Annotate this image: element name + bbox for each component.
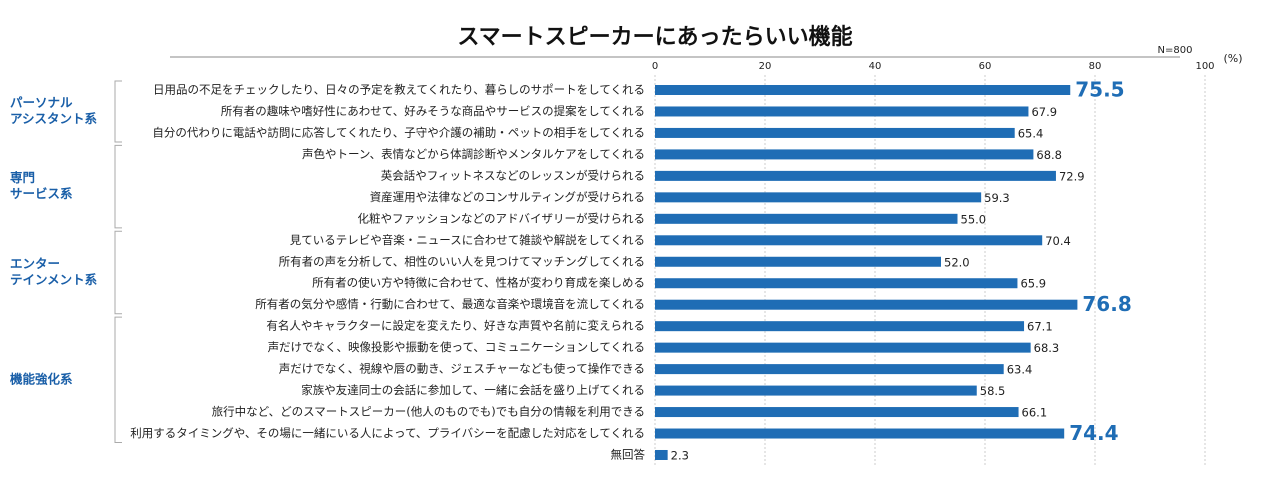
category-label: 英会話やフィットネスなどのレッスンが受けられる bbox=[381, 168, 645, 182]
bar bbox=[655, 106, 1029, 117]
category-label: 利用するタイミングや、その場に一緒にいる人によって、プライバシーを配慮した対応を… bbox=[130, 426, 645, 440]
group-label: テインメント系 bbox=[10, 272, 98, 287]
category-label: 有名人やキャラクターに設定を変えたり、好きな声質や名前に変えられる bbox=[266, 319, 645, 333]
group-bracket bbox=[114, 80, 122, 143]
sample-size: N=800 bbox=[1158, 45, 1193, 56]
category-label: 日用品の不足をチェックしたり、日々の予定を教えてくれたり、暮らしのサポートをして… bbox=[153, 83, 645, 97]
category-label: 声色やトーン、表情などから体調診断やメンタルケアをしてくれる bbox=[302, 147, 645, 161]
bar bbox=[655, 278, 1018, 289]
bar bbox=[655, 364, 1004, 375]
x-tick-label: 80 bbox=[1089, 61, 1102, 72]
bar bbox=[655, 170, 1056, 181]
value-label: 67.9 bbox=[1031, 105, 1057, 119]
bar bbox=[655, 407, 1019, 418]
value-label: 52.0 bbox=[944, 255, 970, 269]
value-label: 76.8 bbox=[1082, 292, 1131, 316]
group-label: 機能強化系 bbox=[10, 371, 73, 386]
x-tick-label: 100 bbox=[1195, 61, 1214, 72]
bar bbox=[655, 127, 1015, 138]
bar bbox=[655, 299, 1078, 310]
bar bbox=[655, 149, 1034, 160]
value-label: 68.3 bbox=[1034, 341, 1060, 355]
group-label: 専門 bbox=[10, 170, 35, 185]
category-label: 資産運用や法律などのコンサルティングが受けられる bbox=[370, 190, 645, 204]
value-label: 70.4 bbox=[1045, 234, 1071, 248]
group-bracket bbox=[114, 230, 122, 315]
bar bbox=[655, 256, 941, 267]
value-label: 63.4 bbox=[1007, 363, 1033, 377]
group-bracket bbox=[114, 144, 122, 229]
group-bracket bbox=[114, 316, 122, 444]
category-label: 声だけでなく、視線や唇の動き、ジェスチャーなども使って操作できる bbox=[279, 362, 645, 376]
value-label: 2.3 bbox=[671, 448, 689, 462]
value-label: 65.9 bbox=[1020, 277, 1046, 291]
bar bbox=[655, 321, 1025, 332]
bar bbox=[655, 85, 1071, 95]
category-label: 所有者の趣味や嗜好性にあわせて、好みそうな商品やサービスの提案をしてくれる bbox=[221, 104, 645, 118]
bar bbox=[655, 235, 1043, 246]
category-label: 所有者の気分や感情・行動に合わせて、最適な音楽や環境音を流してくれる bbox=[255, 297, 645, 311]
group-label: サービス系 bbox=[10, 186, 73, 201]
category-label: 自分の代わりに電話や訪問に応答してくれたり、子守や介護の補助・ペットの相手をして… bbox=[152, 125, 645, 139]
value-label: 59.3 bbox=[984, 191, 1010, 205]
x-tick-label: 60 bbox=[979, 61, 992, 72]
chart-title: スマートスピーカーにあったらいい機能 bbox=[457, 24, 852, 50]
value-label: 67.1 bbox=[1027, 320, 1053, 334]
bar bbox=[655, 192, 982, 203]
category-label: 家族や友達同士の会話に参加して、一緒に会話を盛り上げてくれる bbox=[301, 383, 645, 397]
bar bbox=[655, 213, 958, 224]
category-label: 化粧やファッションなどのアドバイザリーが受けられる bbox=[358, 211, 646, 225]
category-label: 旅行中など、どのスマートスピーカー(他人のものでも)でも自分の情報を利用できる bbox=[212, 405, 645, 419]
x-tick-label: 20 bbox=[759, 61, 772, 72]
bar bbox=[655, 342, 1031, 353]
bar bbox=[655, 428, 1065, 439]
value-label: 55.0 bbox=[961, 212, 987, 226]
bar bbox=[655, 385, 977, 396]
value-label: 74.4 bbox=[1069, 421, 1118, 445]
unit-label: (%) bbox=[1223, 52, 1242, 65]
x-tick-label: 0 bbox=[652, 61, 658, 72]
value-label: 72.9 bbox=[1059, 169, 1085, 183]
group-label: パーソナル bbox=[10, 95, 73, 110]
group-label: エンター bbox=[10, 256, 60, 271]
value-label: 66.1 bbox=[1022, 406, 1048, 420]
category-label: 所有者の使い方や特徴に合わせて、性格が変わり育成を楽しめる bbox=[312, 276, 645, 290]
category-label: 見ているテレビや音楽・ニュースに合わせて雑談や解説をしてくれる bbox=[290, 233, 645, 247]
category-label: 声だけでなく、映像投影や振動を使って、コミュニケーションしてくれる bbox=[268, 340, 645, 354]
value-label: 68.8 bbox=[1036, 148, 1062, 162]
value-label: 65.4 bbox=[1018, 126, 1044, 140]
group-label: アシスタント系 bbox=[10, 111, 98, 126]
value-label: 58.5 bbox=[980, 384, 1006, 398]
category-label: 所有者の声を分析して、相性のいい人を見つけてマッチングしてくれる bbox=[279, 254, 645, 268]
x-tick-label: 40 bbox=[869, 61, 882, 72]
value-label: 75.5 bbox=[1075, 78, 1124, 102]
bar bbox=[655, 449, 668, 460]
category-label: 無回答 bbox=[611, 447, 646, 461]
